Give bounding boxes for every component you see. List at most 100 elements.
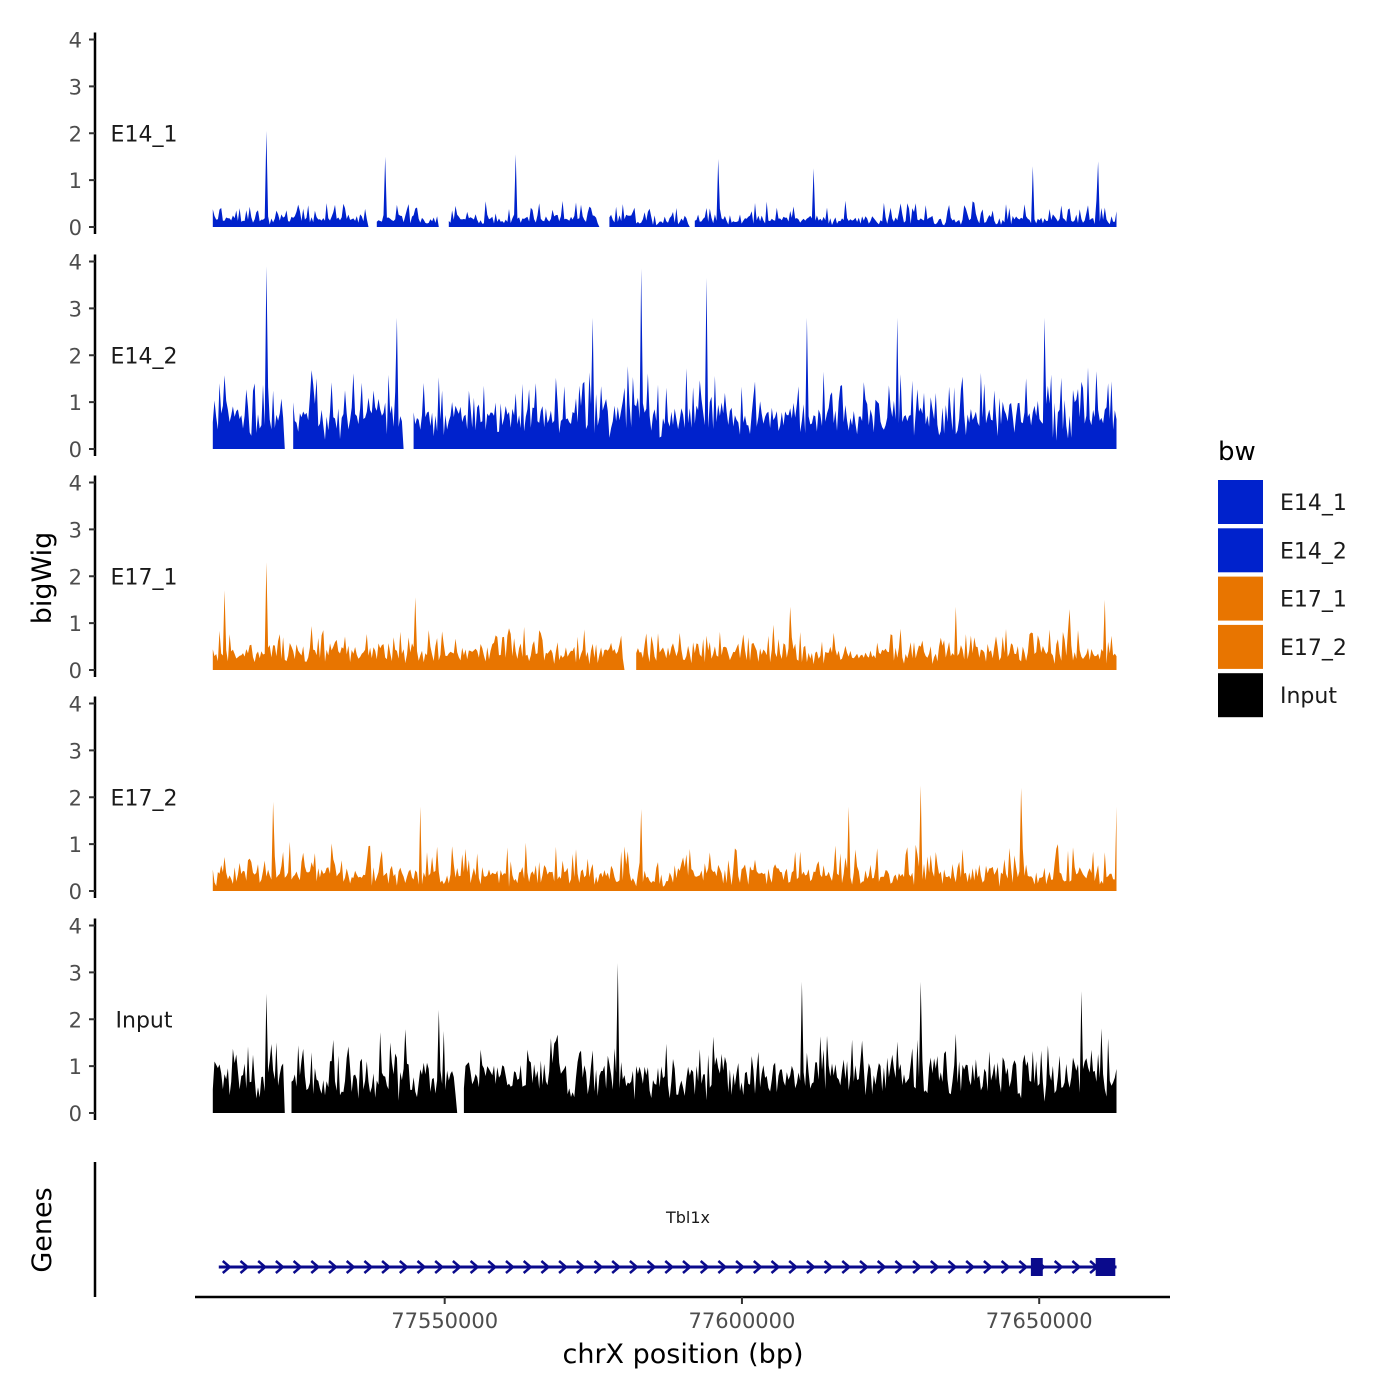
y-tick-label: 2 — [69, 1008, 82, 1032]
y-tick-label: 4 — [69, 915, 82, 939]
strand-arrow — [894, 1260, 905, 1274]
legend-label: Input — [1280, 684, 1337, 709]
track-panels: 0 1 2 3 4 E14_1 0 1 2 3 4 E14_2 0 1 2 3 4 E17_1 0 1 2 3 4 E17_2… — [69, 29, 1117, 1126]
strand-arrow — [806, 1260, 816, 1274]
y-axis-title: bigWig — [27, 532, 58, 625]
legend: bw E14_1 E14_2 E17_1 E17_2 Input — [1218, 437, 1347, 718]
strand-arrow — [221, 1260, 232, 1274]
strand-arrow — [788, 1260, 799, 1274]
strand-arrow — [1071, 1260, 1082, 1274]
y-tick-label: 4 — [69, 693, 82, 717]
strand-arrow — [929, 1260, 940, 1274]
y-tick-label: 1 — [69, 1055, 82, 1079]
y-tick-label: 3 — [69, 739, 82, 763]
strand-arrow — [469, 1260, 480, 1274]
track-e14-2: 0 1 2 3 4 E14_2 — [69, 251, 1117, 462]
exon-block — [1030, 1258, 1043, 1276]
legend-swatch-e14-1 — [1218, 480, 1263, 524]
track-e14-1: 0 1 2 3 4 E14_1 — [69, 29, 1117, 240]
strand-arrow — [823, 1260, 834, 1274]
strand-arrow — [611, 1260, 622, 1274]
strand-arrow — [682, 1260, 692, 1274]
legend-swatch-e17-2 — [1218, 624, 1263, 669]
y-tick-label: 1 — [69, 169, 82, 193]
exon-block — [1095, 1258, 1116, 1276]
y-tick-label: 0 — [69, 1102, 82, 1126]
y-tick-label: 2 — [69, 786, 82, 810]
legend-label: E14_2 — [1280, 539, 1347, 564]
strand-arrow — [310, 1260, 321, 1274]
y-tick-label: 0 — [69, 216, 82, 240]
track-label: E17_2 — [111, 786, 178, 811]
strand-arrow — [398, 1260, 409, 1274]
strand-arrow — [912, 1260, 923, 1274]
y-tick-label: 0 — [69, 659, 82, 683]
strand-arrow — [1053, 1260, 1064, 1274]
strand-arrow — [947, 1260, 958, 1274]
strand-arrow — [292, 1260, 303, 1274]
signal-area-e17-2 — [212, 785, 1117, 891]
track-label: E17_1 — [111, 565, 178, 590]
y-tick-label: 1 — [69, 833, 82, 857]
y-tick-label: 1 — [69, 612, 82, 636]
track-label: E14_1 — [111, 122, 178, 147]
signal-area-e14-2 — [212, 266, 1117, 449]
legend-label: E17_2 — [1280, 636, 1347, 661]
y-tick-label: 2 — [69, 344, 82, 368]
strand-arrow — [416, 1260, 427, 1274]
strand-arrow — [629, 1260, 639, 1274]
strand-arrow — [257, 1260, 268, 1274]
gene-name-label: Tbl1x — [665, 1208, 710, 1227]
signal-area-e17-1 — [212, 562, 1117, 670]
legend-label: E14_1 — [1280, 491, 1347, 516]
strand-arrow — [965, 1260, 976, 1274]
strand-arrow — [452, 1260, 462, 1274]
strand-arrow — [717, 1260, 728, 1274]
strand-arrow — [487, 1260, 498, 1274]
strand-arrow — [752, 1260, 763, 1274]
y-tick-label: 3 — [69, 297, 82, 321]
y-tick-label: 2 — [69, 122, 82, 146]
strand-arrow — [646, 1260, 657, 1274]
strand-arrow — [381, 1260, 392, 1274]
strand-arrow — [735, 1260, 746, 1274]
track-e17-1: 0 1 2 3 4 E17_1 — [69, 472, 1117, 683]
strand-arrow — [434, 1260, 445, 1274]
x-tick-label: 77650000 — [986, 1309, 1093, 1333]
strand-arrow — [699, 1260, 710, 1274]
strand-arrow — [593, 1260, 604, 1274]
y-tick-label: 0 — [69, 438, 82, 462]
strand-arrow — [983, 1260, 993, 1274]
strand-arrow — [345, 1260, 356, 1274]
strand-arrow — [575, 1260, 586, 1274]
strand-arrow — [859, 1260, 869, 1274]
legend-title: bw — [1218, 437, 1256, 467]
strand-arrow — [328, 1260, 338, 1274]
x-tick-label: 77600000 — [689, 1309, 796, 1333]
signal-area-input — [212, 963, 1117, 1113]
y-tick-label: 4 — [69, 472, 82, 496]
strand-arrow — [540, 1260, 551, 1274]
strand-arrow — [239, 1260, 250, 1274]
legend-swatch-input — [1218, 673, 1263, 718]
strand-arrow — [1000, 1260, 1011, 1274]
track-e17-2: 0 1 2 3 4 E17_2 — [69, 693, 1117, 904]
y-tick-label: 1 — [69, 391, 82, 415]
strand-arrow — [770, 1260, 781, 1274]
y-tick-label: 3 — [69, 75, 82, 99]
legend-swatch-e17-1 — [1218, 576, 1263, 621]
gene-track: Tbl1x — [93, 1162, 1117, 1297]
y-tick-label: 0 — [69, 880, 82, 904]
y-tick-label: 3 — [69, 961, 82, 985]
y-tick-label: 4 — [69, 251, 82, 275]
legend-label: E17_1 — [1280, 588, 1347, 613]
track-input: 0 1 2 3 4 Input — [69, 915, 1117, 1126]
track-label: E14_2 — [111, 344, 178, 369]
signal-area-e14-1 — [212, 130, 1117, 227]
strand-arrow — [363, 1260, 374, 1274]
x-axis: 77550000 77600000 77650000 — [195, 1295, 1170, 1333]
strand-arrow — [876, 1260, 887, 1274]
strand-arrow — [1018, 1260, 1029, 1274]
strand-arrow — [558, 1260, 569, 1274]
